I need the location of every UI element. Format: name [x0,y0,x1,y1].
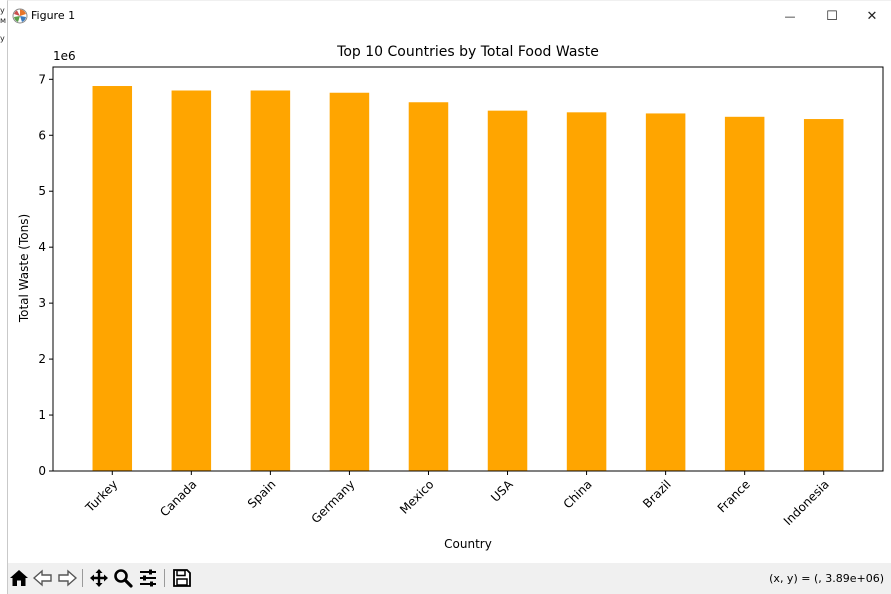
bar-germany [329,92,370,472]
title-bar[interactable]: Figure 1 — ☐ ✕ [8,1,891,31]
toolbar-separator [164,569,165,587]
zoom-icon [114,569,133,588]
window-title: Figure 1 [31,9,76,22]
y-tick-label: 3 [38,296,46,310]
maximize-icon: ☐ [826,8,838,24]
navigation-toolbar: (x, y) = (, 3.89e+06) [8,563,891,594]
bar-china [566,112,607,471]
y-axis-label: Total Waste (Tons) [17,214,31,323]
y-offset-label: 1e6 [53,49,76,63]
y-tick-label: 2 [38,352,46,366]
x-tick-label: Turkey [82,477,120,515]
configure-subplots-button[interactable] [138,568,158,588]
y-axis-ticks: 0 1 2 3 4 5 6 7 [38,72,53,478]
configure-subplots-icon [140,569,156,587]
x-tick-label: Brazil [640,477,674,511]
x-tick-label: USA [488,477,516,505]
y-tick-label: 5 [38,184,46,198]
x-tick-label: Germany [309,477,358,526]
back-button[interactable] [33,568,53,588]
forward-arrow-icon [58,569,77,587]
minimize-icon: — [784,9,796,23]
y-tick-label: 4 [38,240,46,254]
figure-window: Figure 1 — ☐ ✕ Top 10 Countries by Total… [7,1,891,594]
background-text: y [0,34,5,43]
bar-brazil [645,113,686,471]
x-tick-label: Canada [157,477,199,519]
bar-mexico [408,102,449,471]
save-icon [173,569,191,587]
zoom-button[interactable] [113,568,133,588]
close-button[interactable]: ✕ [852,1,891,31]
x-axis-label: Country [444,537,492,551]
x-tick-label: Spain [245,477,279,511]
background-text: y [0,6,5,15]
bar-turkey [92,86,133,471]
bar-spain [250,90,291,471]
y-tick-label: 7 [38,72,46,86]
pan-button[interactable] [89,568,109,588]
back-arrow-icon [33,569,52,587]
close-icon: ✕ [866,8,878,24]
x-axis-ticks: Turkey Canada Spain Germany Mexico USA China Br… [82,471,832,528]
forward-button[interactable] [57,568,77,588]
y-tick-label: 6 [38,128,46,142]
bar-indonesia [803,119,844,471]
y-tick-label: 0 [38,464,46,478]
x-tick-label: Indonesia [781,477,832,528]
coordinate-readout: (x, y) = (, 3.89e+06) [769,572,884,585]
axes-frame [52,66,884,472]
chart-title: Top 10 Countries by Total Food Waste [336,44,599,60]
bar-france [724,116,765,472]
pan-icon [90,569,108,587]
minimize-button[interactable]: — [770,1,810,31]
save-button[interactable] [172,568,192,588]
bar-usa [487,110,528,472]
toolbar-separator [82,569,83,587]
figure-canvas[interactable]: Top 10 Countries by Total Food Waste 1e6… [8,31,891,563]
bar-series [92,86,844,472]
bar-canada [171,90,212,471]
home-icon [10,570,28,586]
x-tick-label: France [715,477,753,515]
home-button[interactable] [9,568,29,588]
x-tick-label: Mexico [397,477,437,517]
maximize-button[interactable]: ☐ [812,1,852,31]
matplotlib-logo-icon [12,8,28,24]
y-tick-label: 1 [38,408,46,422]
x-tick-label: China [561,477,595,511]
bar-chart: Top 10 Countries by Total Food Waste 1e6… [17,44,884,551]
background-text: м [0,16,7,25]
